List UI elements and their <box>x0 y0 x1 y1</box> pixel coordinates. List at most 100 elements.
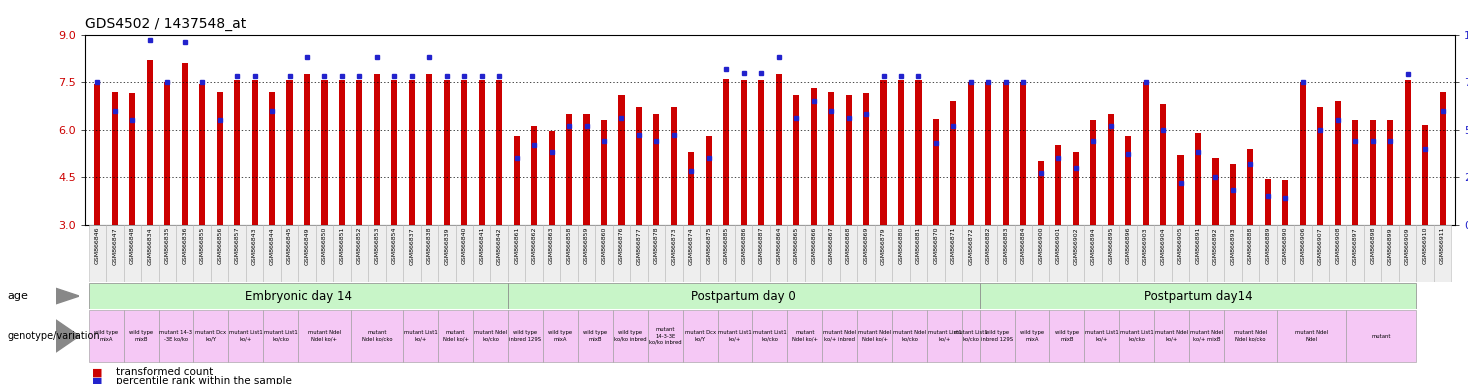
Text: mutant Ndel
Ndel: mutant Ndel Ndel <box>1295 330 1329 342</box>
Bar <box>1171 225 1189 282</box>
Text: GSM866911: GSM866911 <box>1440 227 1445 265</box>
Bar <box>280 225 298 282</box>
Text: mutant Ndel
ko/+: mutant Ndel ko/+ <box>1155 330 1188 342</box>
Bar <box>600 120 608 225</box>
Bar <box>251 81 258 225</box>
Text: wild type
inbred 129S: wild type inbred 129S <box>981 330 1013 342</box>
Bar <box>473 225 490 282</box>
Bar <box>298 225 316 282</box>
Bar <box>263 310 298 362</box>
Bar <box>316 225 333 282</box>
Bar <box>671 108 677 225</box>
Bar <box>700 225 718 282</box>
Bar <box>200 84 206 225</box>
Text: mutant Ndel
Ndel ko/cko: mutant Ndel Ndel ko/cko <box>1233 330 1267 342</box>
Bar <box>1102 225 1120 282</box>
Text: GSM866874: GSM866874 <box>688 227 694 265</box>
Text: wild type
mixB: wild type mixB <box>583 330 608 342</box>
Bar <box>875 225 893 282</box>
Bar <box>1014 310 1050 362</box>
Text: GSM866868: GSM866868 <box>846 227 851 264</box>
Bar <box>286 81 292 225</box>
Bar <box>368 225 386 282</box>
Bar <box>159 225 176 282</box>
Bar <box>1352 120 1358 225</box>
Bar <box>979 310 1014 362</box>
Bar <box>898 81 904 225</box>
Text: age: age <box>7 291 28 301</box>
Bar <box>408 81 415 225</box>
Text: GSM866866: GSM866866 <box>812 227 816 264</box>
Text: GSM866858: GSM866858 <box>567 227 571 264</box>
Bar <box>753 225 769 282</box>
Bar <box>1299 82 1307 225</box>
Bar <box>1014 225 1032 282</box>
Bar <box>473 310 508 362</box>
Text: GSM866853: GSM866853 <box>374 227 379 265</box>
Text: GSM866903: GSM866903 <box>1144 227 1148 265</box>
Bar <box>211 225 229 282</box>
Text: mutant Dcx
ko/Y: mutant Dcx ko/Y <box>684 330 715 342</box>
Bar <box>793 95 799 225</box>
Bar <box>339 81 345 225</box>
Text: mutant List1
ko/cko: mutant List1 ko/cko <box>954 330 988 342</box>
Bar <box>630 225 647 282</box>
Text: GSM866860: GSM866860 <box>602 227 606 264</box>
Bar <box>1399 225 1417 282</box>
Bar <box>1346 225 1364 282</box>
Bar <box>928 310 962 362</box>
Text: mutant 14-3
-3E ko/ko: mutant 14-3 -3E ko/ko <box>160 330 192 342</box>
Bar <box>194 310 229 362</box>
Bar <box>932 119 940 225</box>
Bar <box>1260 225 1277 282</box>
Bar <box>88 310 123 362</box>
Text: GSM866847: GSM866847 <box>113 227 117 265</box>
Text: wild type
ko/ko inbred: wild type ko/ko inbred <box>614 330 646 342</box>
Bar <box>159 310 194 362</box>
Bar <box>479 81 484 225</box>
Bar <box>910 225 928 282</box>
Bar <box>420 225 437 282</box>
Bar <box>1224 225 1242 282</box>
Bar <box>979 225 997 282</box>
Text: GSM866889: GSM866889 <box>1265 227 1270 265</box>
Text: GSM866839: GSM866839 <box>445 227 449 265</box>
Text: GSM866851: GSM866851 <box>339 227 345 264</box>
Bar <box>1311 225 1329 282</box>
Bar <box>945 225 962 282</box>
Bar <box>543 310 578 362</box>
Bar <box>979 283 1417 309</box>
Bar <box>1417 225 1434 282</box>
Bar <box>962 310 979 362</box>
Bar <box>1120 310 1154 362</box>
Bar <box>718 225 735 282</box>
Bar <box>1265 179 1271 225</box>
Text: mutant Ndel
ko/+ inbred: mutant Ndel ko/+ inbred <box>824 330 856 342</box>
Bar <box>392 81 398 225</box>
Bar <box>404 225 420 282</box>
Bar <box>443 81 449 225</box>
Bar <box>426 74 433 225</box>
Bar <box>1346 310 1417 362</box>
Bar <box>496 81 502 225</box>
Bar <box>997 225 1014 282</box>
Text: genotype/variation: genotype/variation <box>7 331 100 341</box>
Bar <box>357 81 363 225</box>
Text: GSM866846: GSM866846 <box>95 227 100 265</box>
Bar <box>229 225 245 282</box>
Text: GSM866841: GSM866841 <box>479 227 484 265</box>
Text: GSM866848: GSM866848 <box>129 227 135 265</box>
Bar <box>1073 152 1079 225</box>
Text: GSM866885: GSM866885 <box>724 227 728 264</box>
Text: mutant List1
ko/+: mutant List1 ko/+ <box>1085 330 1119 342</box>
Bar <box>508 225 526 282</box>
Bar <box>683 310 718 362</box>
Bar <box>129 93 135 225</box>
Bar <box>1224 310 1277 362</box>
Polygon shape <box>56 288 79 304</box>
Bar <box>298 310 351 362</box>
Text: GSM866859: GSM866859 <box>584 227 589 265</box>
Text: GSM866892: GSM866892 <box>1213 227 1218 265</box>
Text: GSM866865: GSM866865 <box>794 227 799 264</box>
Text: GSM866897: GSM866897 <box>1352 227 1358 265</box>
